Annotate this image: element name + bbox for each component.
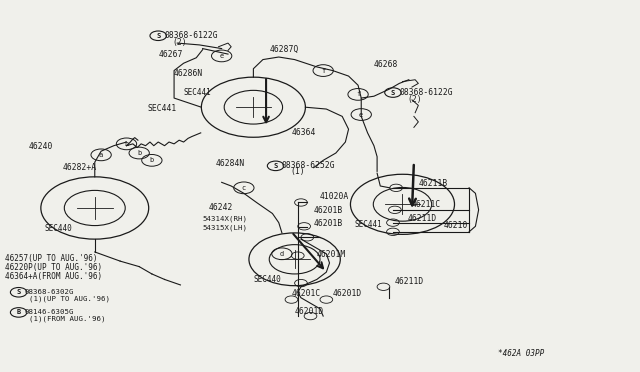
Text: (2): (2): [173, 38, 188, 47]
Text: 46211D: 46211D: [395, 277, 424, 286]
Text: h: h: [124, 141, 129, 147]
Text: SEC440: SEC440: [44, 224, 72, 232]
Text: 54314X(RH): 54314X(RH): [203, 216, 248, 222]
Text: 46286N: 46286N: [174, 69, 204, 78]
Text: f: f: [356, 92, 360, 97]
Text: 46257(UP TO AUG.'96): 46257(UP TO AUG.'96): [4, 254, 97, 263]
Text: 46211D: 46211D: [408, 214, 437, 223]
Text: f: f: [321, 68, 325, 74]
Text: 46201M: 46201M: [317, 250, 346, 259]
Text: 46201B: 46201B: [314, 219, 343, 228]
Text: SEC441: SEC441: [148, 104, 177, 113]
Text: 08368-6252G: 08368-6252G: [282, 161, 335, 170]
Text: 46240: 46240: [28, 142, 52, 151]
Text: S: S: [391, 90, 395, 96]
Text: (1)(UP TO AUG.'96): (1)(UP TO AUG.'96): [29, 295, 111, 302]
Text: 46201D: 46201D: [294, 307, 324, 315]
Text: 46211B: 46211B: [419, 179, 447, 188]
Text: S: S: [156, 33, 161, 39]
Text: b: b: [137, 150, 141, 156]
Text: 46287Q: 46287Q: [269, 45, 298, 54]
Text: (1)(FROM AUG.'96): (1)(FROM AUG.'96): [29, 315, 106, 322]
Text: 08368-6122G: 08368-6122G: [399, 88, 453, 97]
Text: 46282+A: 46282+A: [63, 163, 97, 171]
Text: d: d: [280, 251, 284, 257]
Text: e: e: [359, 112, 364, 118]
Text: 41020A: 41020A: [320, 192, 349, 201]
Text: 46284N: 46284N: [215, 159, 244, 168]
Text: 08368-6302G: 08368-6302G: [25, 289, 74, 295]
Text: SEC441: SEC441: [184, 88, 211, 97]
Text: 46201B: 46201B: [314, 206, 343, 215]
Text: S: S: [17, 289, 20, 295]
Text: 46201C: 46201C: [291, 289, 321, 298]
Text: 46210: 46210: [444, 221, 468, 230]
Text: 46211C: 46211C: [412, 200, 441, 209]
Text: 08146-6305G: 08146-6305G: [25, 310, 74, 315]
Text: 46364: 46364: [291, 128, 316, 137]
Text: SEC441: SEC441: [355, 220, 383, 229]
Text: (2): (2): [408, 95, 422, 104]
Text: 08368-6122G: 08368-6122G: [164, 31, 218, 40]
Text: 46364+A(FROM AUG.'96): 46364+A(FROM AUG.'96): [4, 272, 102, 282]
Text: S: S: [273, 163, 278, 169]
Text: SEC440: SEC440: [253, 275, 281, 284]
Text: 46268: 46268: [374, 60, 398, 69]
Text: 54315X(LH): 54315X(LH): [203, 224, 248, 231]
Text: 46201D: 46201D: [333, 289, 362, 298]
Text: c: c: [242, 185, 246, 191]
Text: 46242: 46242: [209, 203, 234, 212]
Text: 46267: 46267: [158, 50, 182, 59]
Text: e: e: [220, 53, 224, 59]
Text: 46220P(UP TO AUG.'96): 46220P(UP TO AUG.'96): [4, 263, 102, 272]
Text: *462A 03PP: *462A 03PP: [498, 349, 544, 358]
Text: (1): (1): [290, 167, 305, 176]
Text: a: a: [99, 152, 103, 158]
Text: b: b: [150, 157, 154, 163]
Text: B: B: [17, 310, 20, 315]
